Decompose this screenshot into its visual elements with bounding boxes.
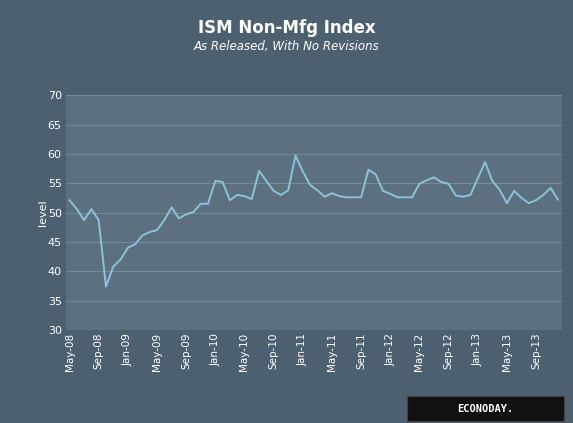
Y-axis label: level: level <box>38 199 49 226</box>
Text: ISM Non-Mfg Index: ISM Non-Mfg Index <box>198 19 375 37</box>
Text: As Released, With No Revisions: As Released, With No Revisions <box>194 40 379 53</box>
Text: ECONODAY.: ECONODAY. <box>457 404 514 414</box>
